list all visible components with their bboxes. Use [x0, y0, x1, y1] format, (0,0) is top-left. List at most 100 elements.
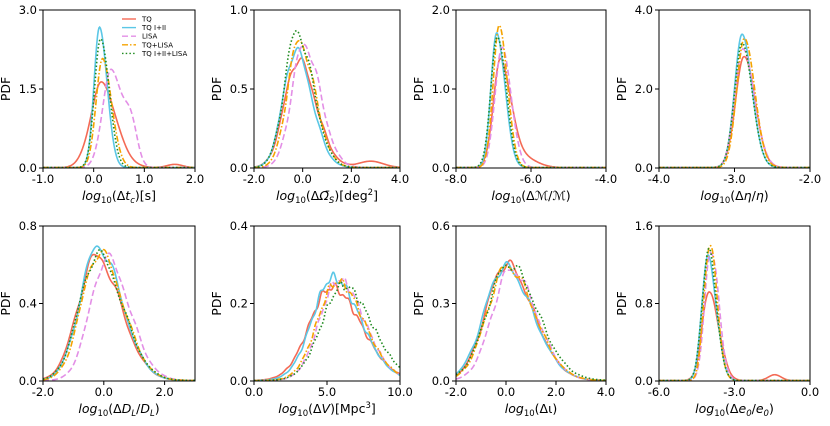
plot-frame: [253, 9, 401, 169]
y-axis-label: PDF: [0, 77, 13, 101]
series-tq-i-ii-lisa-curve: [254, 29, 400, 168]
y-tick-label: 0.0: [230, 374, 248, 388]
series-tq-curve: [456, 259, 606, 381]
series-tq-lisa-curve: [456, 266, 606, 381]
legend-label: TQ I+II+LISA: [141, 50, 187, 58]
subplot-3: -8.0 -6.0 -4.0 0.0 1.0 2.0 PDF log10(Δℳ/ℳ): [411, 3, 617, 206]
series-tq-curve: [43, 81, 195, 168]
y-axis-label: PDF: [209, 77, 224, 101]
series-group: [254, 271, 400, 381]
x-axis-label: log10(Δe0/e0): [695, 401, 774, 419]
y-tick-label: 1.0: [230, 3, 248, 17]
series-tq-lisa-curve: [659, 244, 810, 381]
x-tick-label: 0.0: [294, 172, 312, 186]
x-tick-label: 0.0: [497, 385, 515, 399]
x-tick-label: 2.0: [547, 385, 565, 399]
y-axis-label: PDF: [614, 77, 629, 101]
y-tick-label: 0.2: [230, 297, 248, 311]
x-tick-label: -4.0: [595, 172, 617, 186]
x-axis-label: log10(ΔV)[Mpc3]: [278, 401, 376, 419]
y-tick-label: 1.6: [635, 219, 653, 233]
y-tick-label: 0.0: [230, 161, 248, 175]
series-tq-i-ii-lisa-curve: [659, 247, 810, 381]
x-tick-label: -6.0: [520, 172, 542, 186]
series-lisa-curve: [456, 269, 606, 381]
x-axis-label: log10(Δtc)[s]: [82, 188, 156, 206]
y-tick-label: 0.0: [635, 161, 653, 175]
x-tick-label: -2.0: [799, 172, 821, 186]
y-axis-label: PDF: [411, 77, 426, 101]
y-tick-label: 2.0: [635, 82, 653, 96]
legend-label: TQ: [141, 16, 152, 24]
y-axis-label: PDF: [411, 291, 426, 315]
series-tq-curve: [254, 282, 400, 381]
series-group: [43, 245, 195, 381]
y-tick-label: 3.0: [19, 3, 37, 17]
series-group: [456, 259, 606, 381]
legend-label: TQ+LISA: [141, 41, 173, 49]
y-tick-label: 0.0: [635, 374, 653, 388]
series-tq-lisa-curve: [43, 57, 195, 168]
x-axis-label: log10(Δι): [505, 401, 557, 419]
x-tick-label: -8.0: [445, 172, 467, 186]
x-tick-label: 10.0: [387, 385, 413, 399]
series-tq-lisa-curve: [43, 248, 195, 381]
x-tick-label: -2.0: [32, 385, 54, 399]
plot-frame: [455, 9, 607, 169]
series-tq-i-ii-lisa-curve: [456, 36, 606, 168]
series-tq-i-ii-lisa-curve: [43, 248, 195, 381]
y-tick-label: 0.3: [432, 297, 450, 311]
x-tick-label: 1.0: [135, 172, 153, 186]
subplot-6: 0.0 5.0 10.0 0.0 0.2 0.4 PDF log10(ΔV)[Mpc3]: [209, 219, 413, 419]
x-tick-label: 4.0: [391, 172, 409, 186]
series-tq-lisa-curve: [456, 24, 606, 168]
x-tick-label: -4.0: [648, 172, 670, 186]
series-tq-curve: [254, 57, 400, 168]
x-tick-label: 0.0: [85, 172, 103, 186]
x-axis-label: log10(Δη/η): [700, 188, 768, 206]
y-tick-label: 0.0: [432, 161, 450, 175]
y-tick-label: 4.0: [635, 3, 653, 17]
series-tq-i-ii-lisa-curve: [254, 280, 400, 381]
x-axis-label: log10(ΔΩ̄S)[deg2]: [276, 188, 378, 206]
y-tick-label: 2.0: [432, 3, 450, 17]
y-tick-label: 0.5: [230, 82, 248, 96]
series-tq-lisa-curve: [659, 37, 810, 168]
series-tq-i-ii-curve: [254, 271, 400, 381]
plot-frame: [253, 225, 401, 382]
x-tick-label: -1.0: [32, 172, 54, 186]
y-axis-label: PDF: [0, 291, 13, 315]
series-tq-i-ii-curve: [659, 254, 810, 381]
y-tick-label: 0.0: [19, 374, 37, 388]
y-tick-label: 0.8: [19, 219, 37, 233]
series-group: [456, 24, 606, 168]
series-tq-lisa-curve: [254, 277, 400, 381]
subplot-2: -2.0 0.0 2.0 4.00.00.51.0PDFlog10(ΔΩ̄S)[deg…: [209, 3, 409, 206]
y-axis-label: PDF: [209, 291, 224, 315]
x-tick-label: -2.0: [243, 172, 265, 186]
series-group: [659, 244, 810, 381]
x-tick-label: -3.0: [723, 385, 745, 399]
series-tq-i-ii-curve: [456, 31, 606, 168]
series-tq-curve: [456, 57, 606, 168]
x-tick-label: 0.0: [801, 385, 819, 399]
series-group: [254, 29, 400, 168]
y-tick-label: 0.8: [635, 297, 653, 311]
x-tick-label: 0.0: [95, 385, 113, 399]
y-axis-label: PDF: [614, 291, 629, 315]
x-tick-label: 5.0: [318, 385, 336, 399]
x-tick-label: 2.0: [342, 172, 360, 186]
y-tick-label: 0.4: [19, 297, 37, 311]
x-tick-label: -3.0: [723, 172, 745, 186]
y-tick-label: 1.0: [432, 82, 450, 96]
y-tick-label: 0.6: [432, 219, 450, 233]
x-tick-label: 4.0: [597, 385, 615, 399]
x-tick-label: 2.0: [155, 385, 173, 399]
subplot-4: -4.0 -3.0 -2.0 0.0 2.0 4.0 PDF log10(Δη/η): [614, 3, 821, 206]
x-tick-label: -6.0: [648, 385, 670, 399]
series-lisa-curve: [456, 46, 606, 168]
